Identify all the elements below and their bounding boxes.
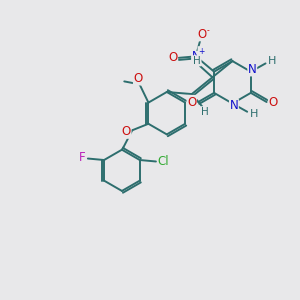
Text: N: N: [230, 99, 238, 112]
Text: H: H: [268, 56, 276, 66]
Text: O: O: [187, 95, 196, 109]
Text: O: O: [168, 51, 178, 64]
Text: +: +: [198, 46, 204, 56]
Text: -: -: [207, 26, 210, 35]
Text: N: N: [248, 63, 257, 76]
Text: O: O: [122, 125, 131, 138]
Text: O: O: [197, 28, 206, 41]
Text: H: H: [250, 109, 258, 119]
Text: F: F: [79, 151, 85, 164]
Text: O: O: [268, 95, 278, 109]
Text: H: H: [201, 107, 209, 117]
Text: N: N: [192, 51, 200, 62]
Text: H: H: [193, 56, 201, 66]
Text: O: O: [134, 72, 143, 85]
Text: Cl: Cl: [158, 155, 169, 168]
